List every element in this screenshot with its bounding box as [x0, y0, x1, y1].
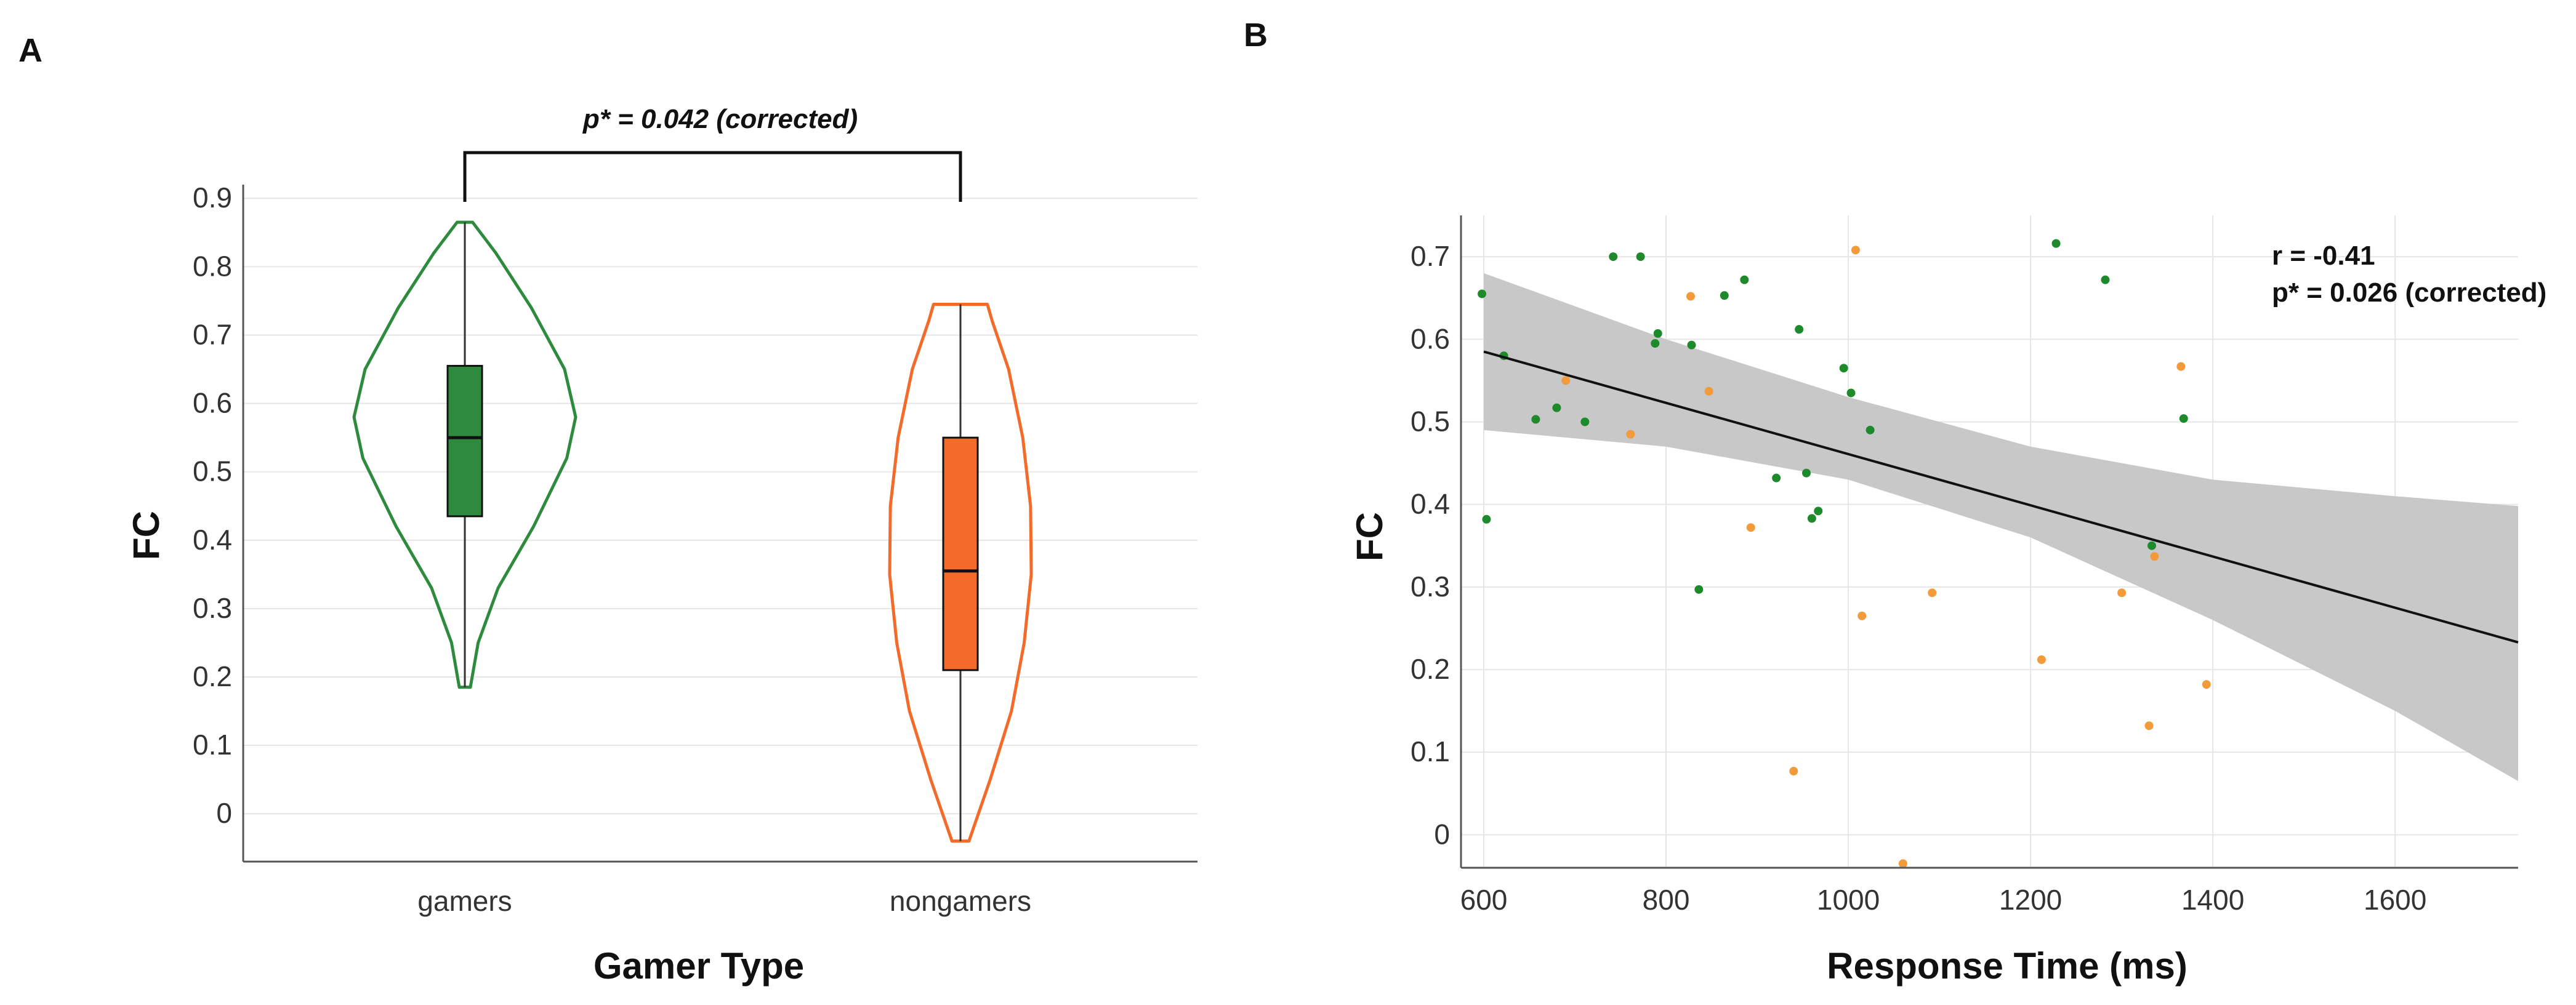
- panel-b-y-tick-label: 0: [1434, 818, 1450, 850]
- regression-line: [1483, 350, 2519, 644]
- data-point-gamers: [1552, 403, 1561, 412]
- panel-b-y-ticks: 0 0.1 0.2 0.3 0.4 0.5 0.6 0.7: [1411, 240, 1450, 850]
- data-point-nongamers: [1858, 611, 1867, 620]
- panel-b-y-tick-label: 0.2: [1411, 653, 1450, 685]
- significance-label: p* = 0.042 (corrected): [582, 104, 858, 134]
- data-point-gamers: [1636, 252, 1645, 262]
- panel-a-y-axis-title: FC: [126, 511, 167, 560]
- panel-a-y-tick-label: 0.5: [193, 455, 232, 487]
- correlation-p-label: p* = 0.026 (corrected): [2272, 278, 2546, 308]
- data-point-gamers: [1609, 252, 1618, 262]
- data-point-gamers: [2051, 239, 2061, 248]
- data-point-gamers: [1846, 388, 1856, 398]
- panel-b-y-axis-title: FC: [1349, 512, 1390, 561]
- data-point-nongamers: [2144, 721, 2154, 731]
- panel-b-y-tick-label: 0.7: [1411, 240, 1450, 272]
- panel-a-y-tick-label: 0.4: [193, 524, 232, 556]
- panel-b-data-points: [1478, 239, 2211, 868]
- panel-b-x-axis-title: Response Time (ms): [1827, 945, 2188, 987]
- data-point-nongamers: [1898, 859, 1907, 868]
- box-nongamers: [942, 436, 979, 671]
- panel-a-x-tick-label: nongamers: [890, 885, 1031, 917]
- significance-bracket: [463, 151, 962, 202]
- data-point-nongamers: [1789, 767, 1798, 776]
- data-point-gamers: [1839, 364, 1848, 373]
- panel-b-x-tick-label: 1400: [2181, 884, 2244, 916]
- data-point-gamers: [1651, 338, 1660, 348]
- correlation-r-label: r = -0.41: [2272, 241, 2375, 271]
- data-point-gamers: [1772, 473, 1781, 482]
- data-point-gamers: [2147, 541, 2156, 550]
- panel-a-y-tick-label: 0.3: [193, 592, 232, 624]
- data-point-gamers: [1531, 415, 1540, 424]
- data-point-gamers: [1720, 291, 1729, 300]
- data-point-gamers: [1807, 514, 1816, 523]
- panel-b-scatter-chart: B 600 800 1000 1200 1400 1600 0 0.1 0.2 0.3 0.4 0.…: [1244, 17, 2546, 987]
- panel-a-x-tick-label: gamers: [417, 885, 512, 917]
- data-point-gamers: [1653, 329, 1662, 338]
- violin-gamers: [352, 220, 578, 689]
- panel-a-y-tick-label: 0.2: [193, 660, 232, 692]
- data-point-gamers: [2179, 414, 2188, 423]
- panel-b-y-tick-label: 0.1: [1411, 735, 1450, 767]
- panel-a-y-tick-label: 0.1: [193, 729, 232, 761]
- panel-b-y-tick-label: 0.6: [1411, 322, 1450, 354]
- data-point-nongamers: [1851, 246, 1860, 255]
- panel-a-x-ticks: gamers nongamers: [417, 885, 1031, 917]
- data-point-gamers: [1687, 340, 1696, 350]
- panel-a-y-tick-label: 0.8: [193, 250, 232, 282]
- panel-a-y-tick-label: 0.7: [193, 318, 232, 350]
- panel-a-violins: [352, 220, 1033, 843]
- data-point-gamers: [1694, 585, 1704, 594]
- panel-a-y-tick-label: 0: [216, 797, 232, 829]
- data-point-gamers: [1482, 515, 1491, 524]
- violin-nongamers: [888, 302, 1033, 843]
- panel-b-x-tick-label: 1200: [1999, 884, 2062, 916]
- panel-b-y-tick-label: 0.5: [1411, 405, 1450, 437]
- data-point-nongamers: [2037, 655, 2046, 664]
- data-point-nongamers: [2176, 362, 2186, 371]
- panel-b-x-tick-label: 600: [1460, 884, 1508, 916]
- data-point-nongamers: [2150, 552, 2159, 561]
- data-point-gamers: [1478, 289, 1487, 298]
- data-point-nongamers: [2202, 680, 2211, 689]
- panel-a-letter: A: [18, 32, 42, 69]
- data-point-gamers: [2101, 275, 2110, 284]
- panel-b-y-tick-label: 0.3: [1411, 571, 1450, 603]
- data-point-nongamers: [1928, 588, 1937, 598]
- data-point-gamers: [1814, 507, 1823, 516]
- panel-b-y-tick-label: 0.4: [1411, 488, 1450, 520]
- panel-a-x-axis-title: Gamer Type: [594, 945, 804, 987]
- panel-a-y-tick-label: 0.9: [193, 182, 232, 214]
- box-gamers: [446, 364, 483, 518]
- data-point-nongamers: [1704, 386, 1713, 396]
- panel-b-x-tick-label: 1600: [2364, 884, 2426, 916]
- data-point-nongamers: [1746, 523, 1755, 532]
- panel-a-violin-chart: A 0 0.1 0.2 0.3 0.4 0.5 0.6 0.7 0.8 0.9 gamers non…: [18, 32, 1197, 987]
- data-point-gamers: [1801, 468, 1811, 478]
- panel-b-x-tick-label: 800: [1643, 884, 1690, 916]
- panel-a-y-tick-label: 0.6: [193, 387, 232, 419]
- confidence-band: [1484, 273, 2518, 782]
- data-point-gamers: [1580, 417, 1590, 426]
- data-point-nongamers: [1561, 376, 1571, 385]
- panel-b-letter: B: [1244, 17, 1268, 54]
- data-point-gamers: [1866, 425, 1875, 434]
- data-point-nongamers: [1686, 292, 1696, 301]
- data-point-nongamers: [1626, 430, 1635, 439]
- panel-b-x-tick-label: 1000: [1817, 884, 1880, 916]
- panel-b-x-ticks: 600 800 1000 1200 1400 1600: [1460, 884, 2427, 916]
- data-point-nongamers: [2117, 588, 2127, 598]
- data-point-gamers: [1740, 275, 1749, 284]
- panel-a-y-ticks: 0 0.1 0.2 0.3 0.4 0.5 0.6 0.7 0.8 0.9: [193, 182, 232, 829]
- data-point-gamers: [1795, 325, 1804, 334]
